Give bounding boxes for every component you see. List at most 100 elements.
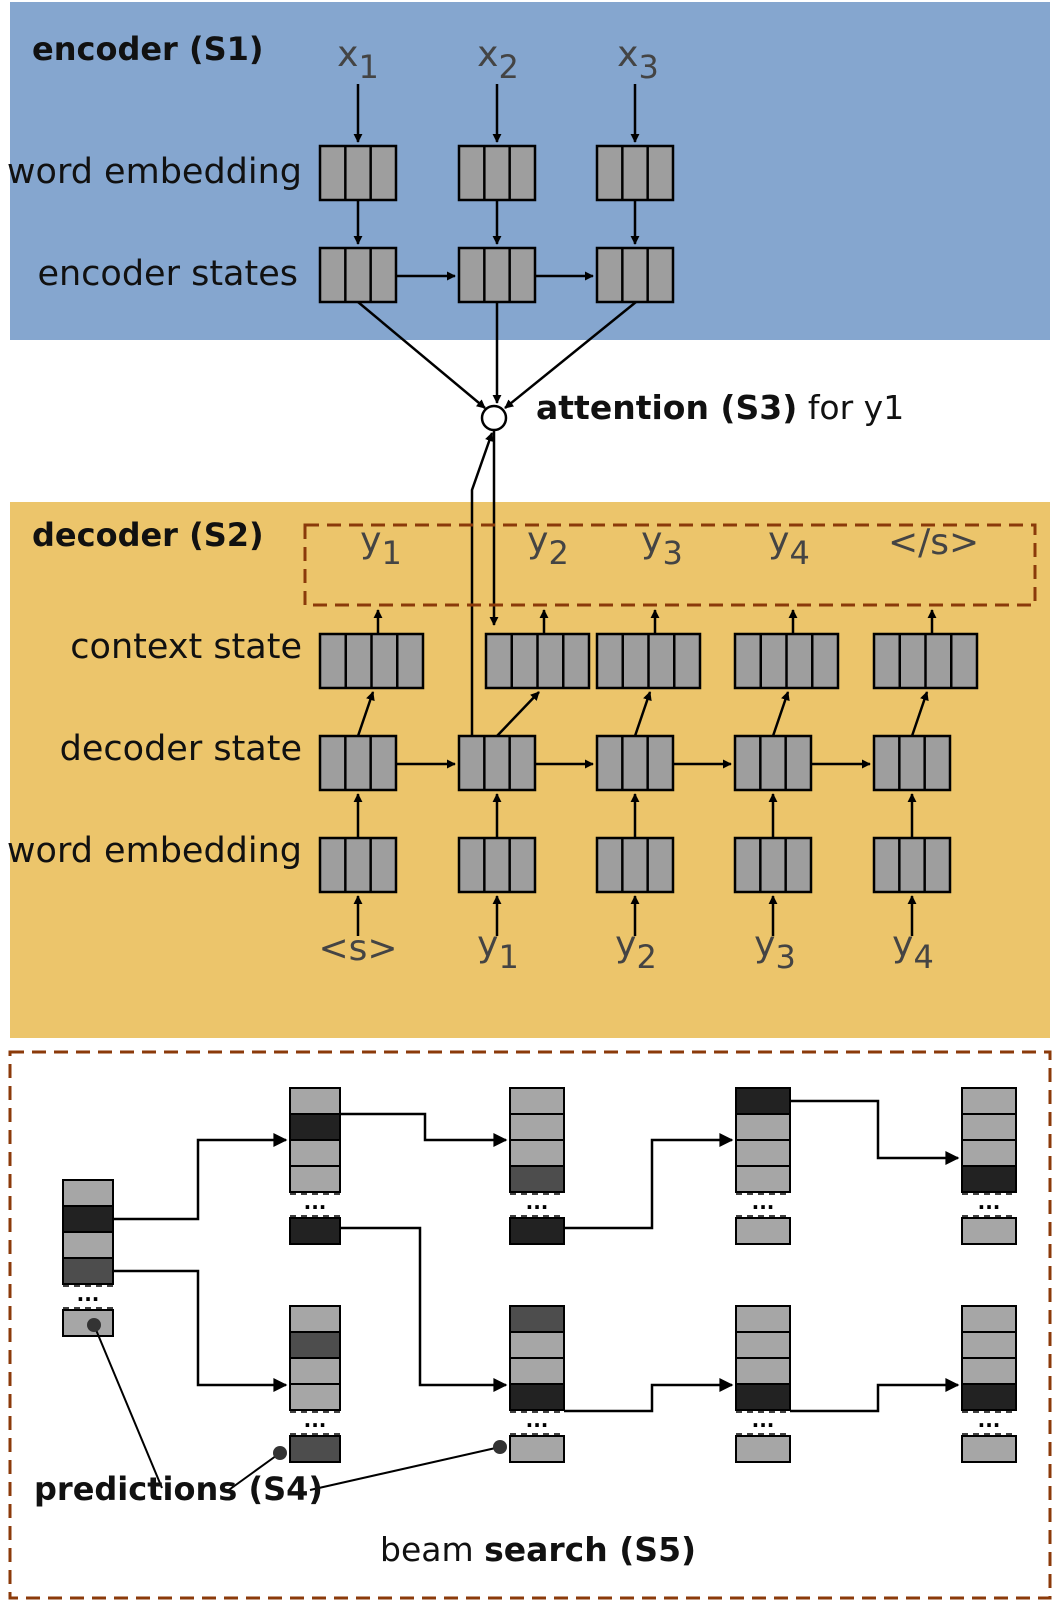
encoder-input-token: x1 bbox=[337, 34, 379, 86]
beam-path-arrow bbox=[564, 1378, 734, 1413]
context-state-vector bbox=[733, 632, 840, 690]
encoder-states-label: encoder states bbox=[37, 254, 298, 294]
prediction-cell bbox=[62, 1205, 114, 1233]
prediction-cell bbox=[62, 1231, 114, 1259]
beam-path-arrow bbox=[340, 1112, 508, 1147]
prediction-cell bbox=[961, 1139, 1017, 1167]
encoder-title: encoder (S1) bbox=[32, 30, 264, 68]
context-state-vector bbox=[872, 632, 979, 690]
attention-label-bold: attention (S3) bbox=[536, 388, 798, 427]
state-to-context-arrow bbox=[496, 691, 540, 737]
ellipsis-text: ... bbox=[526, 1408, 549, 1432]
prediction-cell-last bbox=[509, 1435, 565, 1463]
prediction-cell-last bbox=[62, 1309, 114, 1337]
prediction-cell bbox=[735, 1331, 791, 1359]
ellipsis-text: ... bbox=[978, 1190, 1001, 1214]
decoder-embedding-vector bbox=[595, 836, 675, 894]
encoder-word-embedding-label: word embedding bbox=[6, 152, 302, 192]
decoder-title: decoder (S2) bbox=[32, 516, 264, 554]
context-state-vector bbox=[595, 632, 702, 690]
prediction-cell bbox=[735, 1305, 791, 1333]
encoder-input-token: x3 bbox=[617, 34, 659, 86]
ellipsis-text: ... bbox=[978, 1408, 1001, 1432]
prediction-pointer-line bbox=[309, 1446, 501, 1491]
prediction-cell bbox=[289, 1165, 341, 1193]
prediction-cell-last bbox=[735, 1435, 791, 1463]
prediction-cell-last bbox=[289, 1217, 341, 1245]
encoder-state-vector bbox=[457, 246, 537, 304]
prediction-pointer-dot bbox=[493, 1440, 507, 1454]
context-state-label: context state bbox=[70, 627, 302, 667]
state-to-context-arrow bbox=[633, 691, 652, 737]
decoder-input-token: y2 bbox=[615, 924, 657, 976]
encoder-embedding-vector bbox=[318, 144, 398, 202]
prediction-pointer-dot bbox=[273, 1446, 287, 1460]
prediction-cell bbox=[509, 1113, 565, 1141]
prediction-cell-last bbox=[961, 1217, 1017, 1245]
beam-path-arrow bbox=[113, 1269, 288, 1392]
prediction-cell bbox=[961, 1383, 1017, 1411]
prediction-cell bbox=[62, 1179, 114, 1207]
decoder-embedding-vector bbox=[457, 836, 537, 894]
prediction-cell bbox=[735, 1113, 791, 1141]
predictions-label: predictions (S4) bbox=[34, 1470, 324, 1508]
prediction-cell bbox=[289, 1383, 341, 1411]
decoder-state-label: decoder state bbox=[59, 729, 302, 769]
decoder-embedding-vector bbox=[872, 836, 952, 894]
prediction-cell bbox=[961, 1305, 1017, 1333]
encoder-embedding-vector bbox=[457, 144, 537, 202]
state-to-context-arrow bbox=[910, 691, 929, 737]
decoder-to-attention-arrow bbox=[470, 432, 494, 747]
beam-search-title-bold: search (S5) bbox=[484, 1530, 697, 1569]
encoder-input-token: x2 bbox=[477, 34, 519, 86]
prediction-pointer-dot bbox=[87, 1318, 101, 1332]
prediction-cell bbox=[509, 1139, 565, 1167]
decoder-embedding-vector bbox=[318, 836, 398, 894]
prediction-cell bbox=[509, 1165, 565, 1193]
prediction-cell-last bbox=[289, 1435, 341, 1463]
decoder-state-vector bbox=[457, 734, 537, 792]
prediction-cell bbox=[509, 1305, 565, 1333]
context-state-vector bbox=[484, 632, 591, 690]
prediction-cell bbox=[289, 1113, 341, 1141]
beam-search-title: beam search (S5) bbox=[372, 1530, 705, 1569]
decoder-input-token: <s> bbox=[318, 928, 398, 969]
decoder-input-token: y1 bbox=[477, 924, 519, 976]
beam-path-arrow bbox=[113, 1133, 288, 1221]
decoder-state-vector bbox=[318, 734, 398, 792]
decoder-output-token: y4 bbox=[768, 520, 810, 572]
attention-label: attention (S3) for y1 bbox=[536, 388, 904, 427]
prediction-cell bbox=[509, 1383, 565, 1411]
state-to-context-arrow bbox=[356, 691, 375, 737]
prediction-cell bbox=[289, 1331, 341, 1359]
ellipsis-text: ... bbox=[526, 1190, 549, 1214]
prediction-cell bbox=[289, 1087, 341, 1115]
decoder-input-token: y4 bbox=[892, 924, 934, 976]
beam-path-arrow bbox=[564, 1133, 734, 1230]
decoder-input-token: y3 bbox=[754, 924, 796, 976]
ellipsis-text: ... bbox=[304, 1408, 327, 1432]
beam-path-arrow bbox=[790, 1099, 960, 1165]
prediction-cell bbox=[961, 1165, 1017, 1193]
ellipsis-text: ... bbox=[77, 1282, 100, 1306]
prediction-cell bbox=[735, 1087, 791, 1115]
decoder-output-token: y3 bbox=[641, 520, 683, 572]
ellipsis-text: ... bbox=[752, 1408, 775, 1432]
prediction-cell bbox=[961, 1087, 1017, 1115]
prediction-cell bbox=[735, 1357, 791, 1385]
decoder-output-token: y1 bbox=[360, 520, 402, 572]
encoder-state-vector bbox=[318, 246, 398, 304]
prediction-cell bbox=[289, 1305, 341, 1333]
prediction-cell bbox=[289, 1357, 341, 1385]
prediction-cell bbox=[509, 1331, 565, 1359]
attention-label-rest: for y1 bbox=[797, 388, 905, 427]
decoder-word-embedding-label: word embedding bbox=[6, 831, 302, 871]
encoder-to-attention-arrow bbox=[504, 301, 637, 409]
prediction-cell bbox=[961, 1113, 1017, 1141]
prediction-cell bbox=[62, 1257, 114, 1285]
decoder-state-vector bbox=[595, 734, 675, 792]
prediction-cell bbox=[735, 1139, 791, 1167]
decoder-output-token: </s> bbox=[888, 522, 980, 563]
attention-node bbox=[480, 404, 508, 432]
